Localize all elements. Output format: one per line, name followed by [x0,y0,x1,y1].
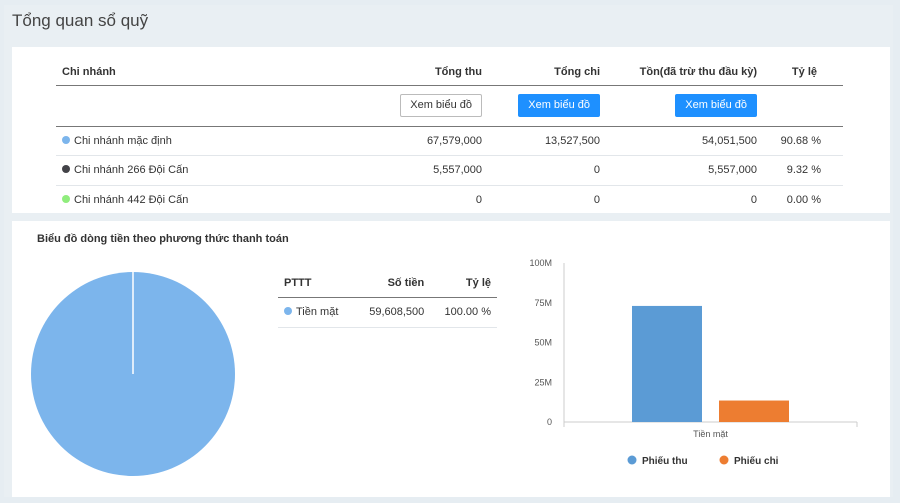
legend-marker [719,455,729,465]
view-chart-total-out-button[interactable]: Xem biểu đồ [518,94,600,117]
view-chart-balance-button[interactable]: Xem biểu đồ [675,94,757,117]
balance-value: 54,051,500 [606,126,763,156]
header-total-in: Tổng thu [376,59,488,86]
branch-summary-card: Chi nhánh Tổng thu Tổng chi Tồn(đã trừ t… [12,47,890,213]
total-out-value: 0 [593,194,600,206]
series-dot-icon [62,135,70,144]
legend-label: Phiếu chi [734,455,779,467]
y-tick-label: 50M [534,338,552,348]
y-tick-label: 75M [534,298,552,308]
table-row: Chi nhánh 442 Đội Cấn 0 0 0 0.00 % [56,185,843,215]
cashflow-card: Biểu đồ dòng tiền theo phương thức thanh… [12,221,890,497]
amount-value: 59,608,500 [353,297,431,328]
cashflow-section-title: Biểu đồ dòng tiền theo phương thức thanh… [37,233,289,245]
header-ratio: Tỷ lệ [763,59,843,86]
total-out-value: 13,527,500 [488,126,606,156]
total-out-value: 0 [488,155,606,186]
total-in-value: 67,579,000 [376,126,488,156]
chart-button-row: Xem biểu đồ Xem biểu đồ Xem biểu đồ [56,85,843,127]
view-chart-total-in-button[interactable]: Xem biểu đồ [400,94,482,117]
total-in-value: 5,557,000 [376,155,488,186]
bar-receipt [632,305,702,422]
header-ratio: Tỷ lệ [430,269,497,298]
table-row: Chi nhánh 266 Đội Cấn 5,557,000 0 5,557,… [56,155,843,186]
payment-method-pie-chart [31,272,235,476]
page-title: Tổng quan sổ quỹ [12,11,149,30]
x-tick-label: Tiền mặt [693,429,728,439]
table-row: Tiền mặt 59,608,500 100.00 % [278,297,497,328]
payment-method-bar-chart: 0 25M 50M 75M 100M Tiền mặt Phiếu thu Phiếu chi [529,258,858,467]
legend-marker [627,455,637,465]
header-method: PTTT [278,269,354,298]
branch-name: Chi nhánh 266 Đội Cấn [74,164,189,177]
ratio-value: 100.00 % [430,297,497,328]
y-tick-label: 25M [534,377,552,387]
balance-value: 0 [750,194,757,206]
series-dot-icon [62,195,70,203]
cashbook-overview-page: Tổng quan sổ quỹ Chi nhánh Tổng thu Tổng… [4,5,893,497]
header-total-out: Tổng chi [488,59,606,86]
ratio-value: 90.68 % [763,126,843,156]
ratio-value: 0.00 % [786,194,821,206]
branch-summary-table: Chi nhánh Tổng thu Tổng chi Tồn(đã trừ t… [56,59,843,215]
payment-method-name: Tiền mặt [296,306,339,318]
series-dot-icon [284,307,292,315]
payment-method-table: PTTT Số tiền Tỷ lệ Tiền mặt 59,608,500 1… [278,269,497,328]
series-dot-icon [62,165,70,174]
legend-label: Phiếu thu [642,455,688,467]
total-in-value: 0 [475,194,482,206]
branch-name: Chi nhánh mặc định [74,134,172,147]
y-tick-label: 100M [529,258,552,268]
balance-value: 5,557,000 [606,155,763,186]
header-branch: Chi nhánh [56,59,376,86]
branch-name: Chi nhánh 442 Đội Cấn [74,194,189,206]
ratio-value: 9.32 % [763,155,843,186]
table-row: Chi nhánh mặc định 67,579,000 13,527,500… [56,126,843,156]
y-tick-label: 0 [547,417,552,427]
header-balance: Tồn(đã trừ thu đầu kỳ) [606,59,763,86]
bar-payment [719,400,789,422]
header-amount: Số tiền [353,269,431,298]
